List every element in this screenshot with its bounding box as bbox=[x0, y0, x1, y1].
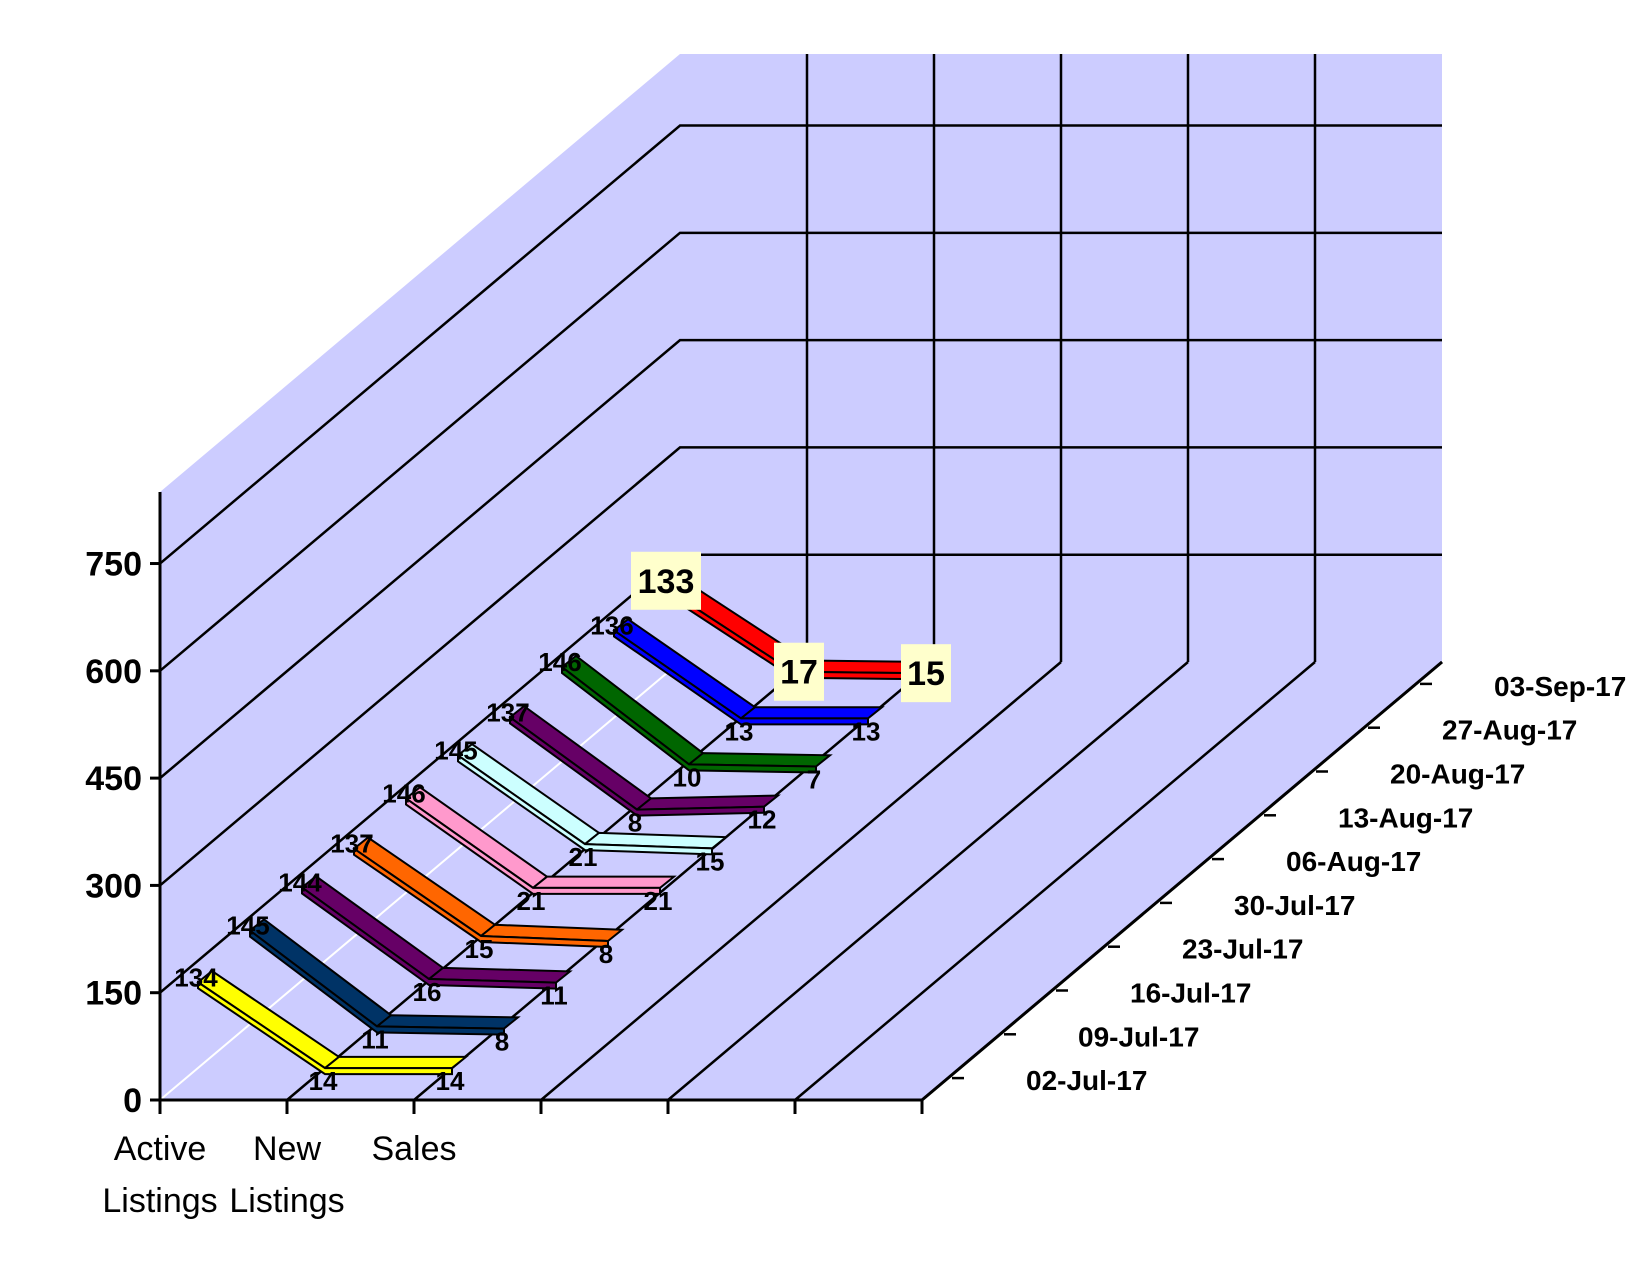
depth-tick-label: 27-Aug-17 bbox=[1442, 715, 1577, 746]
depth-tick-label: 02-Jul-17 bbox=[1026, 1065, 1147, 1096]
data-label: 146 bbox=[538, 647, 581, 677]
series-line bbox=[249, 928, 505, 1036]
y-tick-label: 0 bbox=[123, 1082, 142, 1120]
series-line bbox=[353, 846, 609, 949]
data-label: 11 bbox=[361, 1024, 389, 1054]
series-line bbox=[613, 628, 869, 726]
depth-axis-line bbox=[921, 660, 1443, 1102]
data-label: 7 bbox=[807, 764, 821, 794]
data-label: 136 bbox=[590, 610, 633, 640]
depth-tick-label: 16-Jul-17 bbox=[1130, 978, 1251, 1009]
depth-tick-label: 09-Jul-17 bbox=[1078, 1021, 1199, 1052]
floor-gridline bbox=[667, 661, 1189, 1101]
data-label-box bbox=[901, 644, 951, 703]
series-line bbox=[301, 885, 557, 990]
data-label: 15 bbox=[907, 655, 945, 693]
x-category-label: New bbox=[253, 1130, 321, 1168]
chart-axes: 0 150 300 450 600 750 Active Listings New Listing… bbox=[85, 492, 1626, 1220]
depth-tick-label: 20-Aug-17 bbox=[1390, 759, 1525, 790]
floor-gridline bbox=[540, 661, 1062, 1101]
data-label: 14 bbox=[309, 1066, 338, 1096]
y-tick-label: 450 bbox=[85, 760, 142, 798]
series-line bbox=[197, 980, 453, 1076]
series-line bbox=[509, 715, 765, 817]
data-label: 8 bbox=[495, 1027, 509, 1057]
data-label: 15 bbox=[465, 934, 494, 964]
data-label: 8 bbox=[628, 808, 642, 838]
x-category-label: Sales bbox=[371, 1130, 456, 1168]
data-label: 134 bbox=[174, 962, 218, 992]
series-line bbox=[561, 665, 817, 774]
data-label: 13 bbox=[852, 716, 881, 746]
data-label: 15 bbox=[696, 846, 725, 876]
y-tick-label: 150 bbox=[85, 975, 142, 1013]
depth-tick-label: 03-Sep-17 bbox=[1494, 671, 1626, 702]
x-category-label: Active bbox=[114, 1130, 207, 1168]
data-label: 133 bbox=[638, 563, 695, 601]
data-label: 145 bbox=[226, 911, 269, 941]
depth-tick-label: 06-Aug-17 bbox=[1286, 846, 1421, 877]
data-label: 21 bbox=[644, 886, 673, 916]
y-tick-label: 300 bbox=[85, 867, 142, 905]
data-label: 13 bbox=[725, 716, 754, 746]
left-wall bbox=[160, 54, 680, 1100]
depth-tick-label: 30-Jul-17 bbox=[1234, 890, 1355, 921]
data-label: 14 bbox=[436, 1066, 465, 1096]
data-label: 137 bbox=[486, 697, 529, 727]
data-label: 144 bbox=[278, 867, 322, 897]
data-label: 137 bbox=[330, 829, 373, 859]
data-label: 146 bbox=[382, 778, 425, 808]
series-line bbox=[457, 753, 713, 856]
y-tick-label: 600 bbox=[85, 653, 142, 691]
depth-tick-label: 23-Jul-17 bbox=[1182, 934, 1303, 965]
chart-series bbox=[196, 576, 937, 1076]
floor-gridline bbox=[794, 661, 1316, 1101]
data-label: 145 bbox=[434, 735, 477, 765]
y-tick-label: 750 bbox=[85, 546, 142, 584]
series-line bbox=[405, 796, 661, 895]
data-label: 21 bbox=[569, 842, 598, 872]
data-label: 8 bbox=[599, 939, 613, 969]
data-label: 12 bbox=[748, 805, 777, 835]
data-label: 21 bbox=[517, 886, 546, 916]
chart-data-labels: 133 17 15 136 13 13 146 10 7 137 8 12 145 21 15 146 21 21… bbox=[174, 551, 951, 1096]
data-label: 10 bbox=[673, 762, 702, 792]
data-label: 17 bbox=[780, 654, 818, 692]
data-label-box bbox=[774, 642, 824, 701]
data-label: 16 bbox=[413, 977, 442, 1007]
data-label-box bbox=[631, 551, 701, 610]
x-category-label: Listings bbox=[102, 1182, 217, 1220]
depth-tick-label: 13-Aug-17 bbox=[1338, 802, 1473, 833]
x-category-label: Listings bbox=[229, 1182, 344, 1220]
data-label: 11 bbox=[540, 981, 568, 1011]
